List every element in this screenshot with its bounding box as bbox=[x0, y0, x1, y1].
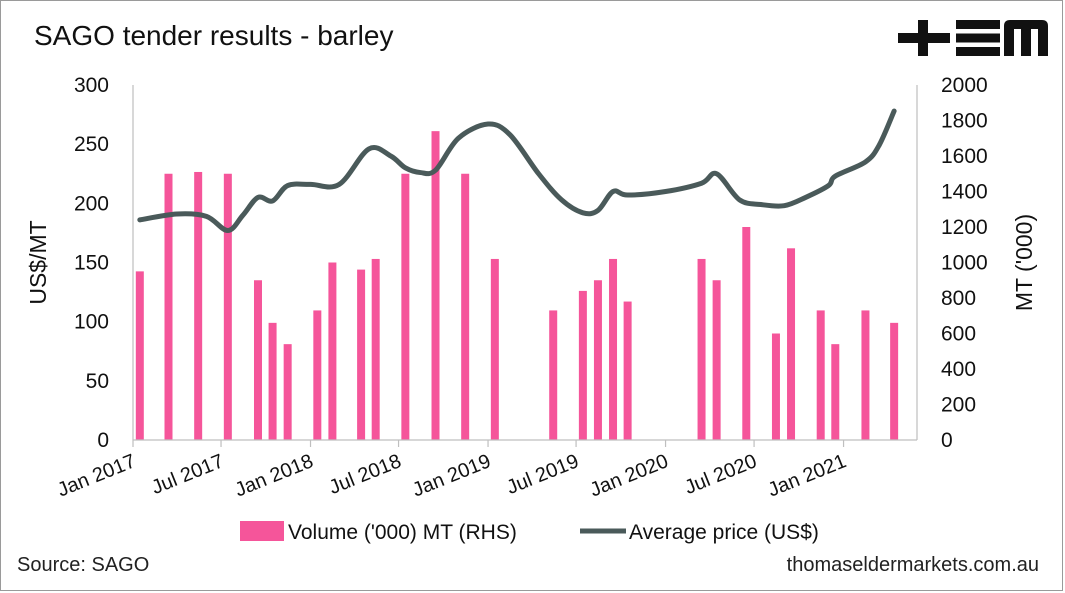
right-tick-label: 1600 bbox=[941, 145, 988, 168]
x-tick-label: Jan 2020 bbox=[587, 450, 672, 501]
volume-bar bbox=[623, 301, 632, 440]
right-tick-label: 600 bbox=[941, 323, 976, 346]
volume-bar bbox=[593, 280, 602, 440]
left-tick-label: 50 bbox=[86, 370, 109, 393]
volume-bar bbox=[328, 262, 337, 440]
volume-bar bbox=[787, 248, 796, 440]
volume-bars bbox=[135, 131, 899, 440]
volume-bar bbox=[578, 290, 587, 440]
volume-bar bbox=[357, 269, 366, 440]
volume-bar bbox=[223, 173, 232, 440]
right-tick-label: 1000 bbox=[941, 252, 988, 275]
volume-bar bbox=[283, 344, 292, 440]
volume-bar bbox=[461, 173, 470, 440]
right-tick-label: 1800 bbox=[941, 110, 988, 133]
x-tick-label: Jan 2019 bbox=[409, 450, 494, 501]
legend-swatch-volume bbox=[240, 521, 284, 541]
volume-bar bbox=[697, 258, 706, 440]
volume-bar bbox=[268, 322, 277, 440]
volume-bar bbox=[712, 280, 721, 440]
right-tick-label: 200 bbox=[941, 394, 976, 417]
right-tick-label: 800 bbox=[941, 287, 976, 310]
volume-bar bbox=[861, 310, 870, 440]
legend-label-price: Average price (US$) bbox=[629, 521, 819, 544]
right-tick-label: 1400 bbox=[941, 181, 988, 204]
price-line bbox=[137, 108, 897, 234]
volume-bar bbox=[609, 258, 618, 440]
source-note: Source: SAGO bbox=[17, 554, 150, 576]
legend: Volume ('000) MT (RHS) Average price (US$… bbox=[240, 521, 819, 544]
volume-bar bbox=[490, 258, 499, 440]
x-tick-label: Jul 2020 bbox=[682, 450, 760, 499]
volume-bar bbox=[549, 310, 558, 440]
left-tick-label: 250 bbox=[74, 133, 109, 156]
left-tick-label: 200 bbox=[74, 192, 109, 215]
volume-bar bbox=[771, 333, 780, 440]
tem-logo bbox=[898, 16, 1050, 65]
x-tick-label: Jul 2019 bbox=[504, 450, 582, 499]
x-tick-label: Jan 2018 bbox=[232, 450, 317, 501]
x-tick-label: Jan 2021 bbox=[765, 450, 850, 501]
x-tick-label: Jul 2018 bbox=[326, 450, 404, 499]
right-tick-label: 400 bbox=[941, 358, 976, 381]
x-tick-label: Jul 2017 bbox=[149, 450, 227, 499]
volume-bar bbox=[164, 173, 173, 440]
volume-bar bbox=[890, 322, 899, 440]
volume-bar bbox=[313, 310, 322, 440]
volume-bar bbox=[431, 131, 440, 440]
volume-bar bbox=[253, 280, 262, 440]
chart-title: SAGO tender results - barley bbox=[34, 20, 394, 51]
volume-bar bbox=[816, 310, 825, 440]
volume-bar bbox=[194, 171, 203, 440]
volume-bar bbox=[401, 173, 410, 440]
left-tick-label: 300 bbox=[74, 74, 109, 97]
price-line-layer bbox=[137, 108, 897, 234]
volume-bar bbox=[135, 271, 144, 440]
left-tick-label: 150 bbox=[74, 252, 109, 275]
left-tick-label: 100 bbox=[74, 311, 109, 334]
right-tick-label: 1200 bbox=[941, 216, 988, 239]
legend-label-volume: Volume ('000) MT (RHS) bbox=[288, 521, 517, 544]
volume-bar bbox=[831, 344, 840, 440]
x-tick-label: Jan 2017 bbox=[54, 450, 139, 501]
y-axis-left-title: US$/MT bbox=[25, 220, 51, 304]
left-tick-label: 0 bbox=[97, 429, 109, 452]
volume-bar bbox=[371, 258, 380, 440]
right-tick-label: 0 bbox=[941, 429, 953, 452]
volume-bar bbox=[742, 227, 751, 440]
website-link[interactable]: thomaseldermarkets.com.au bbox=[786, 554, 1039, 576]
y-axis-right-title: MT ('000) bbox=[1011, 214, 1037, 311]
right-tick-label: 2000 bbox=[941, 74, 988, 97]
